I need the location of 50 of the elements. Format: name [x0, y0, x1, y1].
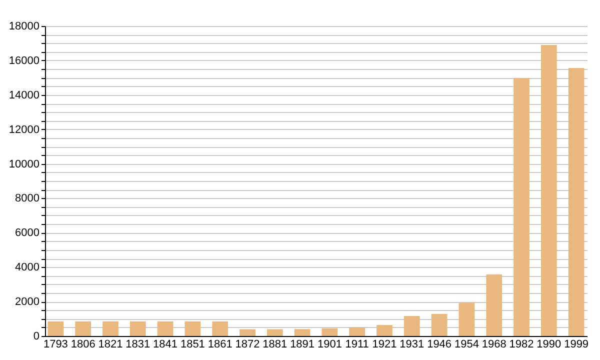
x-tick-label: 1891	[290, 338, 315, 350]
y-tick-label: 6000	[15, 227, 40, 240]
bar	[212, 321, 228, 336]
bar	[568, 68, 584, 336]
x-tick-label: 1931	[400, 338, 424, 350]
bar	[322, 328, 338, 336]
bar	[157, 321, 174, 336]
y-tick-label: 14000	[8, 89, 40, 102]
bar	[540, 44, 557, 336]
x-tick-label: 1881	[262, 338, 288, 350]
x-tick-label: 1841	[153, 338, 178, 350]
y-tick-label: 10000	[8, 158, 40, 170]
bar	[184, 321, 201, 336]
x-tick-label: 1831	[126, 338, 150, 350]
bar	[376, 324, 392, 336]
x-tick-label: 1968	[482, 338, 506, 350]
x-tick-label: 1872	[235, 338, 260, 350]
bar	[514, 78, 530, 336]
bar	[102, 321, 118, 336]
y-tick-label: 4000	[15, 262, 40, 274]
y-tick-label: 8000	[15, 192, 40, 205]
x-tick-label: 1821	[98, 338, 123, 350]
bar	[486, 274, 502, 336]
y-tick-label: 0	[33, 330, 40, 342]
x-tick-label: 1946	[427, 338, 452, 350]
y-tick-label: 2000	[15, 296, 40, 308]
x-tick-label: 1806	[70, 338, 96, 350]
x-tick-label: 1990	[536, 338, 562, 350]
bar	[349, 327, 366, 336]
x-tick-label: 1921	[372, 338, 397, 350]
y-tick-label: 16000	[8, 54, 40, 67]
bar	[130, 321, 146, 336]
y-tick-label: 18000	[8, 20, 40, 32]
bar	[294, 329, 310, 336]
x-tick-label: 1851	[180, 338, 205, 350]
bar	[458, 302, 475, 336]
x-tick-label: 1793	[43, 338, 68, 350]
bar	[431, 314, 448, 336]
bar	[48, 321, 64, 336]
bar	[240, 329, 256, 336]
bar	[266, 329, 283, 336]
x-tick-label: 1861	[208, 338, 232, 350]
y-tick-label: 12000	[8, 124, 40, 136]
x-tick-label: 1901	[317, 338, 342, 350]
bar	[75, 321, 92, 336]
x-tick-label: 1911	[345, 338, 369, 350]
x-tick-label: 1999	[564, 338, 589, 350]
bar	[404, 316, 420, 336]
x-tick-label: 1954	[454, 338, 479, 350]
x-tick-label: 1982	[509, 338, 534, 350]
